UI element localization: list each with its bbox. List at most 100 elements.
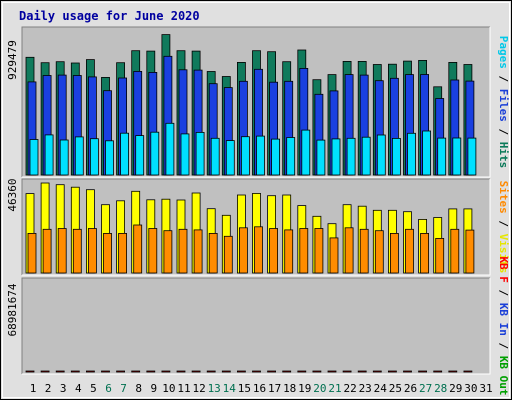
side-legend-item: / [497, 336, 510, 356]
x-tick-label: 16 [253, 382, 266, 395]
bar [256, 135, 265, 176]
x-tick-label: 3 [60, 382, 67, 395]
bar [312, 370, 322, 373]
bar [135, 135, 145, 176]
y-axis-max-label: 68981674 [6, 283, 19, 336]
bar [314, 228, 324, 274]
x-tick-label: 30 [464, 382, 477, 395]
x-tick-label: 18 [283, 382, 296, 395]
bar [206, 370, 216, 373]
bar [148, 228, 158, 274]
bar [299, 228, 309, 274]
series-pages [29, 122, 477, 176]
bar [331, 138, 341, 176]
bar [150, 131, 160, 176]
side-legend-item: KB F [497, 256, 510, 283]
bar [103, 232, 112, 274]
bar [70, 370, 80, 373]
x-tick-label: 2 [45, 382, 52, 395]
bar [40, 370, 50, 373]
bar [118, 232, 127, 274]
bar [359, 228, 369, 274]
side-legend: Pages / Files / Hits [497, 36, 510, 169]
y-axis-max-label: 46360 [6, 178, 19, 211]
panel-middle: 46360 Sites / Visits [6, 178, 510, 276]
x-tick-label: 6 [105, 382, 112, 395]
x-tick-label: 22 [343, 382, 356, 395]
bar [437, 137, 447, 176]
bar [165, 122, 175, 176]
panel-bevel-light [22, 27, 491, 178]
x-tick-label: 8 [135, 382, 142, 395]
side-legend-item: / [497, 122, 510, 142]
chart-title: Daily usage for June 2020 [19, 9, 200, 23]
x-tick-label: 12 [192, 382, 205, 395]
chart-panels: 929479 Pages / Files / Hits 46360 Sites / V… [6, 26, 510, 396]
bar [55, 370, 65, 373]
bar [405, 228, 414, 274]
bar [163, 230, 173, 274]
bar [88, 228, 97, 274]
bar [236, 370, 246, 373]
bar [420, 232, 430, 274]
bar [146, 370, 156, 373]
bar [435, 237, 445, 274]
side-legend-item: KB Out [497, 356, 510, 396]
bar [120, 132, 129, 176]
bar [301, 129, 311, 176]
side-legend-item: / [497, 283, 510, 303]
panel-bevel-dark [21, 26, 490, 177]
bar [344, 227, 354, 274]
panel-bevel-light [22, 179, 491, 276]
bar [161, 370, 171, 373]
bar [418, 370, 428, 373]
x-tick-label: 15 [238, 382, 251, 395]
bar [282, 370, 292, 373]
bar [346, 137, 356, 176]
bar [433, 370, 443, 373]
x-tick-label: 17 [268, 382, 281, 395]
bar [42, 228, 52, 274]
panel-bevel-dark [21, 277, 490, 374]
side-legend-item: Pages [497, 36, 510, 69]
side-legend: KB F / KB In / KB Out [497, 256, 510, 395]
x-tick-label: 28 [434, 382, 447, 395]
x-tick-label: 11 [177, 382, 190, 395]
bar [105, 140, 114, 176]
bar [180, 133, 190, 176]
frame-inner-border [2, 2, 510, 398]
x-tick-label: 7 [120, 382, 127, 395]
bar [133, 224, 143, 274]
bar [465, 229, 475, 274]
bar [391, 137, 401, 176]
bar [361, 136, 371, 176]
side-legend-item: Files [497, 89, 510, 122]
bar [357, 370, 367, 373]
side-legend-item: / [497, 69, 510, 89]
panel-bevel-light [22, 278, 491, 375]
side-legend: Sites / Visits [497, 181, 510, 274]
x-tick-label: 14 [223, 382, 237, 395]
bar [238, 227, 248, 274]
bar [376, 134, 386, 176]
x-tick-label: 13 [208, 382, 221, 395]
series-kb-f [25, 370, 473, 373]
bar [193, 229, 203, 274]
bar [450, 228, 460, 274]
x-tick-label: 4 [75, 382, 82, 395]
bar [372, 370, 382, 373]
bar [271, 138, 281, 176]
bar [342, 370, 352, 373]
bar [389, 232, 399, 274]
x-axis: 1 2 3 4 5 6 7 8 9 10 11 12 13 14 15 16 17 18 19 20 21 22 23 24 2… [30, 382, 493, 395]
bar [297, 370, 307, 373]
bar [240, 136, 250, 176]
x-tick-label: 1 [30, 382, 37, 395]
side-legend-item: Hits [497, 142, 510, 169]
bar [374, 230, 384, 274]
bar [210, 137, 220, 176]
panel-background [22, 278, 490, 374]
bar [176, 370, 186, 373]
panel-bottom: 68981674 KB F / KB In / KB Out [6, 256, 510, 395]
x-tick-label: 25 [389, 382, 402, 395]
